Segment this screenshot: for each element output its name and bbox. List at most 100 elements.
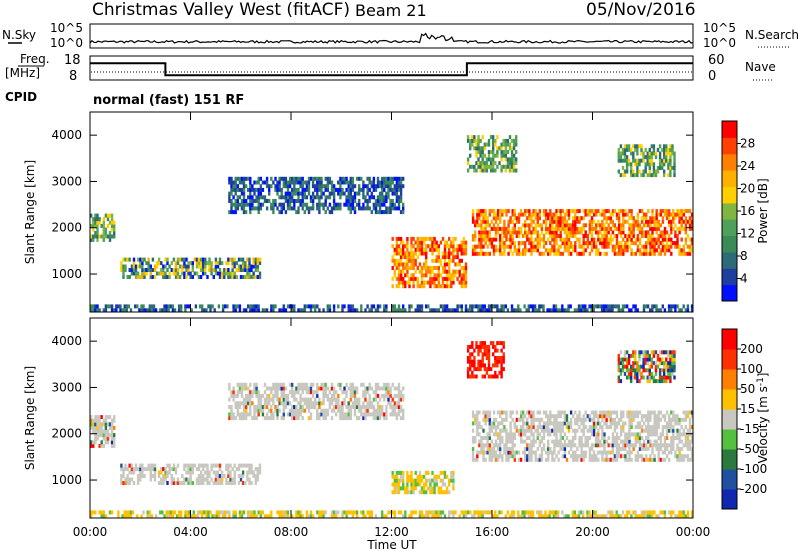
data-cell [597,414,600,419]
data-cell [607,436,610,440]
data-cell [517,226,521,231]
data-cell [536,428,539,433]
data-cell [657,457,660,462]
data-cell [647,223,650,228]
data-cell [498,356,501,360]
data-cell [540,446,544,451]
data-cell [661,219,665,224]
data-cell [393,474,396,479]
data-cell [569,439,573,444]
data-cell [623,304,627,309]
data-cell [492,237,496,242]
data-cell [420,276,424,281]
data-cell [658,350,662,355]
data-cell [212,268,215,272]
data-cell [688,457,692,462]
data-cell [557,414,560,419]
data-cell [492,425,496,430]
data-cell [185,477,188,482]
data-cell [636,368,639,373]
data-cell [108,304,112,309]
data-cell [402,251,405,256]
data-cell [572,443,575,448]
data-cell [237,268,241,272]
data-cell [231,264,234,269]
data-cell [526,209,529,214]
data-cell [655,417,658,422]
data-cell [387,184,390,189]
data-cell [330,382,334,387]
data-cell [667,162,670,167]
data-cell [399,195,403,200]
data-cell [632,361,635,366]
data-cell [464,304,468,309]
data-cell [479,161,482,166]
data-cell [645,436,648,440]
data-cell [473,348,476,353]
data-cell [293,184,296,189]
data-cell [280,416,283,421]
data-cell [688,421,692,426]
data-cell [358,187,361,192]
data-cell [678,251,681,256]
data-cell [665,454,669,459]
data-cell [328,176,332,181]
data-cell [638,371,641,376]
data-cell [506,157,510,162]
data-cell [393,486,396,491]
data-cell [632,230,635,235]
data-cell [309,401,313,406]
data-cell [297,382,300,387]
data-cell [661,237,665,242]
data-cell [634,144,637,149]
data-cell [282,405,285,409]
data-cell [494,248,498,253]
data-cell [441,482,445,487]
data-cell [644,155,647,160]
data-cell [482,230,485,235]
data-cell [94,220,97,225]
data-cell [565,436,569,440]
data-cell [494,234,498,238]
data-cell [557,428,560,433]
data-cell [623,155,627,160]
data-cell [642,414,646,419]
data-cell [253,382,256,387]
data-cell [584,443,587,448]
data-cell [658,361,662,366]
data-cell [599,450,602,455]
data-cell [143,257,146,262]
data-cell [632,155,635,160]
data-cell [634,353,637,358]
data-cell [634,162,637,167]
data-cell [441,280,445,285]
data-cell [617,353,620,358]
data-cell [282,304,285,309]
data-cell [567,209,571,214]
data-cell [640,147,643,152]
data-cell [674,244,677,249]
data-cell [474,234,477,238]
data-cell [389,386,392,391]
data-cell [671,368,674,373]
data-cell [622,425,625,430]
data-cell [626,237,629,242]
data-cell [464,240,468,245]
data-cell [636,432,640,437]
data-cell [139,264,142,269]
data-cell [138,308,141,313]
data-cell [149,271,152,276]
data-cell [305,180,309,185]
data-cell [487,308,491,313]
data-cell [482,417,485,422]
data-cell [686,304,690,309]
data-cell [473,367,476,372]
data-cell [479,367,482,372]
data-cell [141,268,144,272]
data-cell [466,344,470,349]
data-cell [592,219,596,224]
data-cell [399,280,403,285]
data-cell [429,280,432,285]
data-cell [339,408,342,413]
data-cell [622,439,625,444]
